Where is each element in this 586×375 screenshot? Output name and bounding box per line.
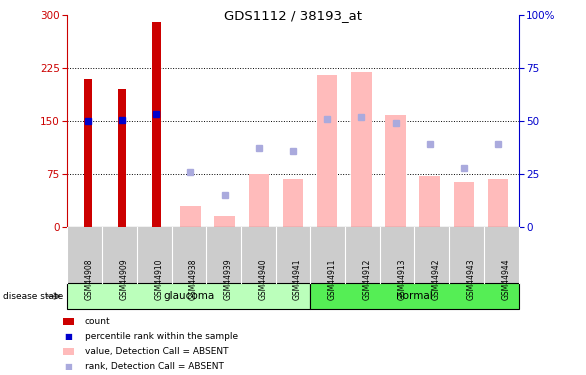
- Text: GSM44913: GSM44913: [397, 259, 406, 300]
- Text: GSM44942: GSM44942: [432, 259, 441, 300]
- Text: rank, Detection Call = ABSENT: rank, Detection Call = ABSENT: [85, 362, 224, 371]
- Text: GSM44940: GSM44940: [258, 259, 267, 300]
- Text: GSM44911: GSM44911: [328, 259, 337, 300]
- Bar: [180, 206, 201, 227]
- Bar: [248, 174, 269, 227]
- Bar: [317, 75, 338, 227]
- Text: GSM44908: GSM44908: [85, 259, 94, 300]
- Text: percentile rank within the sample: percentile rank within the sample: [85, 332, 238, 341]
- Bar: [454, 182, 474, 227]
- Text: count: count: [85, 317, 111, 326]
- Text: GSM44943: GSM44943: [466, 259, 476, 300]
- Bar: [351, 72, 372, 227]
- Text: normal: normal: [396, 291, 433, 301]
- Bar: [386, 115, 406, 227]
- Bar: [152, 22, 161, 227]
- Bar: [488, 179, 509, 227]
- Text: value, Detection Call = ABSENT: value, Detection Call = ABSENT: [85, 347, 229, 356]
- Text: GSM44944: GSM44944: [501, 259, 510, 300]
- Text: disease state: disease state: [3, 292, 63, 301]
- Text: ■: ■: [64, 362, 73, 371]
- Text: GSM44910: GSM44910: [154, 259, 163, 300]
- Text: GSM44939: GSM44939: [224, 259, 233, 300]
- Text: glaucoma: glaucoma: [163, 291, 214, 301]
- Text: GDS1112 / 38193_at: GDS1112 / 38193_at: [224, 9, 362, 22]
- Bar: [420, 176, 440, 227]
- Bar: [214, 216, 235, 227]
- Bar: [84, 79, 92, 227]
- Text: GSM44941: GSM44941: [293, 259, 302, 300]
- Text: GSM44909: GSM44909: [120, 259, 128, 300]
- Bar: [283, 179, 304, 227]
- Bar: [118, 89, 127, 227]
- Text: ■: ■: [64, 332, 73, 341]
- Text: GSM44912: GSM44912: [362, 259, 372, 300]
- Text: GSM44938: GSM44938: [189, 259, 198, 300]
